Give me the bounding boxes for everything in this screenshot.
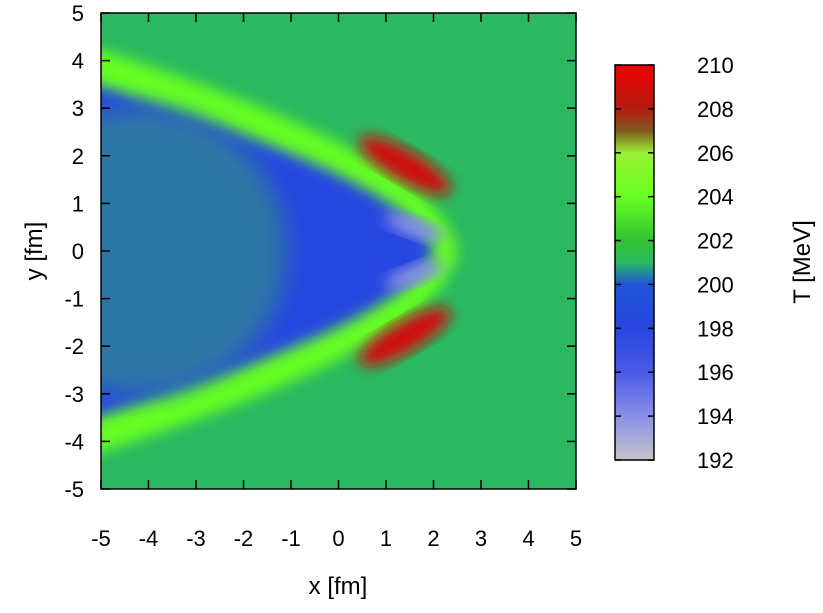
x-axis: -5 -4 -3 -2 -1 0 1 2 3 4 5: [91, 13, 582, 551]
y-tick-label: -1: [64, 287, 84, 312]
hot-spot-lower: [359, 307, 451, 366]
y-axis: -5 -4 -3 -2 -1 0 1 2 3 4 5: [64, 1, 576, 502]
colorbar-tick-label: 210: [697, 53, 734, 78]
x-tick-label: 4: [522, 526, 534, 551]
heatmap-field: [101, 13, 576, 489]
y-tick-label: 1: [72, 191, 84, 216]
x-tick-label: -2: [234, 526, 254, 551]
y-axis-label: y [fm]: [21, 222, 48, 281]
colorbar-tick-label: 202: [697, 229, 734, 254]
x-tick-label: 2: [427, 526, 439, 551]
x-tick-label: -3: [186, 526, 206, 551]
y-tick-label: 2: [72, 144, 84, 169]
y-tick-label: 4: [72, 49, 84, 74]
colorbar-tick-label: 206: [697, 141, 734, 166]
y-tick-label: 0: [72, 239, 84, 264]
colorbar: [614, 64, 655, 461]
colorbar-tick-label: 204: [697, 185, 734, 210]
y-tick-label: 3: [72, 96, 84, 121]
y-tick-label: -2: [64, 334, 84, 359]
y-tick-label: 5: [72, 1, 84, 26]
y-tick-label: -4: [64, 429, 84, 454]
colorbar-tick-label: 196: [697, 360, 734, 385]
x-tick-label: -5: [91, 526, 111, 551]
cold-spot-lower: [385, 260, 444, 289]
colorbar-tick-label: 208: [697, 97, 734, 122]
x-tick-label: -4: [139, 526, 159, 551]
x-tick-label: 0: [332, 526, 344, 551]
inner-core-region: [101, 108, 287, 394]
colorbar-tick-label: 194: [697, 404, 734, 429]
y-tick-label: -3: [64, 382, 84, 407]
x-tick-label: 1: [380, 526, 392, 551]
y-tick-label: -5: [64, 477, 84, 502]
colorbar-tick-label: 198: [697, 316, 734, 341]
cold-spot-upper: [385, 213, 444, 242]
hot-spot-upper: [359, 136, 451, 195]
x-tick-label: -1: [281, 526, 301, 551]
x-tick-label: 3: [475, 526, 487, 551]
x-tick-label: 5: [570, 526, 582, 551]
x-axis-label: x [fm]: [309, 573, 368, 600]
colorbar-tick-label: 192: [697, 448, 734, 473]
colorbar-axis: 192 194 196 198 200 202 204 206 208 210: [615, 53, 734, 473]
colorbar-label: T [MeV]: [789, 220, 816, 304]
colorbar-tick-label: 200: [697, 272, 734, 297]
